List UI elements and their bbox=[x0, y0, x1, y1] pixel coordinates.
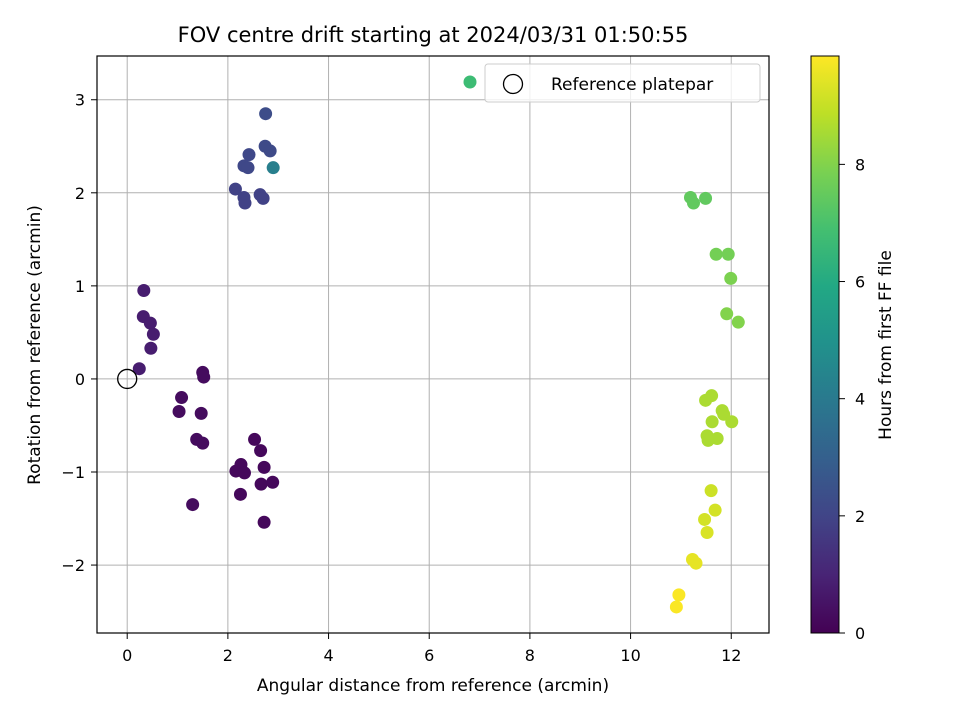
y-tick-label: 2 bbox=[75, 184, 85, 203]
data-point bbox=[699, 393, 713, 407]
data-point bbox=[700, 525, 714, 539]
colorbar-tick-label: 0 bbox=[855, 624, 865, 643]
colorbar-tick-label: 6 bbox=[855, 273, 865, 292]
x-tick-label: 2 bbox=[223, 646, 233, 665]
data-point bbox=[172, 405, 186, 419]
data-point bbox=[708, 503, 722, 517]
legend-box bbox=[484, 63, 761, 103]
data-point bbox=[701, 433, 715, 447]
x-tick-label: 0 bbox=[122, 646, 132, 665]
x-tick-label: 8 bbox=[525, 646, 535, 665]
legend-marker-filled bbox=[463, 75, 477, 89]
data-point bbox=[248, 432, 262, 446]
plot-frame bbox=[96, 55, 770, 634]
data-point bbox=[143, 316, 157, 330]
colorbar-tick-label: 8 bbox=[855, 155, 865, 174]
data-point bbox=[724, 271, 738, 285]
data-point bbox=[254, 477, 268, 491]
data-point bbox=[254, 444, 268, 458]
data-points bbox=[132, 107, 745, 614]
data-point bbox=[720, 307, 734, 321]
colorbar-tick-label: 2 bbox=[855, 507, 865, 526]
chart-title: FOV centre drift starting at 2024/03/31 … bbox=[178, 23, 689, 47]
data-point bbox=[257, 460, 271, 474]
data-point bbox=[686, 196, 700, 210]
colorbar-ticks: 0 2 4 6 8 bbox=[839, 155, 865, 643]
data-point bbox=[146, 327, 160, 341]
reference-marker bbox=[117, 368, 138, 390]
data-point bbox=[194, 406, 208, 420]
y-axis-ticks: −2 −1 0 1 2 3 bbox=[61, 91, 97, 575]
y-tick-label: −2 bbox=[61, 556, 85, 575]
data-point bbox=[731, 315, 745, 329]
y-tick-label: 3 bbox=[75, 91, 85, 110]
data-point bbox=[259, 107, 273, 121]
x-tick-label: 6 bbox=[424, 646, 434, 665]
data-point bbox=[237, 466, 251, 480]
data-point bbox=[242, 148, 256, 162]
data-point bbox=[672, 588, 686, 602]
data-point bbox=[233, 487, 247, 501]
legend-marker-reference bbox=[502, 73, 524, 95]
data-point bbox=[132, 362, 146, 376]
y-tick-label: 1 bbox=[75, 277, 85, 296]
data-point bbox=[266, 475, 280, 489]
data-point bbox=[257, 515, 271, 529]
legend: Reference platepar bbox=[463, 63, 761, 103]
y-tick-label: −1 bbox=[61, 463, 85, 482]
data-point bbox=[689, 556, 703, 570]
x-tick-label: 10 bbox=[620, 646, 640, 665]
data-point bbox=[196, 436, 210, 450]
data-point bbox=[186, 498, 200, 512]
reference-marker-group bbox=[117, 368, 138, 390]
colorbar-label: Hours from first FF file bbox=[876, 250, 896, 440]
data-point bbox=[669, 600, 683, 614]
data-point bbox=[238, 196, 252, 210]
colorbar-tick-label: 4 bbox=[855, 390, 865, 409]
data-point bbox=[709, 247, 723, 261]
colorbar bbox=[810, 55, 840, 634]
data-point bbox=[705, 415, 719, 429]
x-tick-label: 12 bbox=[721, 646, 741, 665]
data-point bbox=[698, 512, 712, 526]
y-tick-label: 0 bbox=[75, 370, 85, 389]
data-point bbox=[721, 247, 735, 261]
data-point bbox=[699, 191, 713, 205]
data-point bbox=[704, 484, 718, 498]
legend-label-reference: Reference platepar bbox=[551, 75, 713, 95]
data-point bbox=[144, 341, 158, 355]
x-axis-label: Angular distance from reference (arcmin) bbox=[257, 676, 609, 696]
x-axis-ticks: 0 2 4 6 8 10 12 bbox=[122, 633, 741, 665]
data-point bbox=[175, 391, 189, 405]
data-point bbox=[228, 182, 242, 196]
data-point bbox=[266, 161, 280, 175]
data-point bbox=[241, 161, 255, 175]
data-point bbox=[137, 284, 151, 298]
data-point bbox=[263, 144, 277, 158]
data-point bbox=[256, 191, 270, 205]
x-tick-label: 4 bbox=[323, 646, 333, 665]
data-point bbox=[725, 415, 739, 429]
grid-lines bbox=[97, 56, 769, 633]
y-axis-label: Rotation from reference (arcmin) bbox=[25, 205, 45, 485]
data-point bbox=[197, 370, 211, 384]
